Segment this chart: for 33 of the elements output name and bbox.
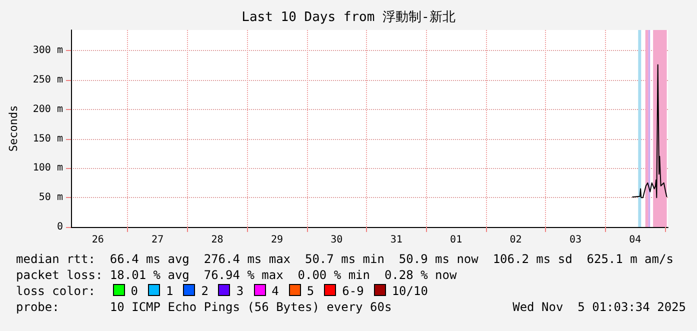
y-tick-label: 100 m bbox=[32, 162, 63, 174]
y-tick-label: 0 bbox=[56, 222, 63, 232]
text: 10/10 bbox=[392, 284, 428, 298]
y-tick-label: 150 m bbox=[32, 133, 63, 144]
x-tick-label: 28 bbox=[211, 234, 224, 246]
y-tick-label: 250 m bbox=[32, 74, 63, 86]
y-tick-label: 50 m bbox=[38, 192, 63, 204]
text: 2 bbox=[201, 284, 208, 298]
text: loss color: bbox=[16, 284, 96, 298]
y-tick-label: 200 m bbox=[32, 104, 63, 115]
text: 6-9 bbox=[342, 284, 364, 298]
x-tick-label: 26 bbox=[92, 234, 104, 246]
text: 5 bbox=[306, 284, 314, 298]
x-tick-label: 27 bbox=[152, 234, 164, 246]
text: probe: 10 ICMP Echo Pings (56 Bytes) every 60s bbox=[16, 300, 392, 314]
x-tick-label: 02 bbox=[510, 234, 522, 246]
text: 3 bbox=[236, 284, 244, 298]
chart-title: Last 10 Days from 浮動制-新北 bbox=[242, 10, 456, 25]
x-tick-label: 29 bbox=[270, 234, 283, 246]
text: Wed Nov 5 01:03:34 2025 bbox=[512, 299, 686, 315]
x-tick-label: 31 bbox=[390, 234, 402, 246]
text: 1 bbox=[166, 284, 174, 298]
x-tick-label: 03 bbox=[569, 234, 582, 246]
text: 0 bbox=[130, 284, 138, 298]
text: packet loss: 18.01 % avg 76.94 % max 0.00 % min 0.28 % now bbox=[16, 267, 458, 283]
text: 4 bbox=[272, 284, 279, 298]
x-tick-label: 04 bbox=[629, 234, 642, 246]
text: median rtt: 66.4 ms avg 276.4 ms max 50.7 ms min 50.9 ms now 106.2 ms sd 625.1 m am/s bbox=[16, 251, 674, 267]
line-series bbox=[632, 64, 668, 198]
x-tick-label: 30 bbox=[330, 234, 343, 246]
x-tick-label: 01 bbox=[450, 234, 462, 246]
y-axis-title: Seconds bbox=[7, 105, 20, 152]
y-tick-label: 300 m bbox=[32, 45, 63, 56]
